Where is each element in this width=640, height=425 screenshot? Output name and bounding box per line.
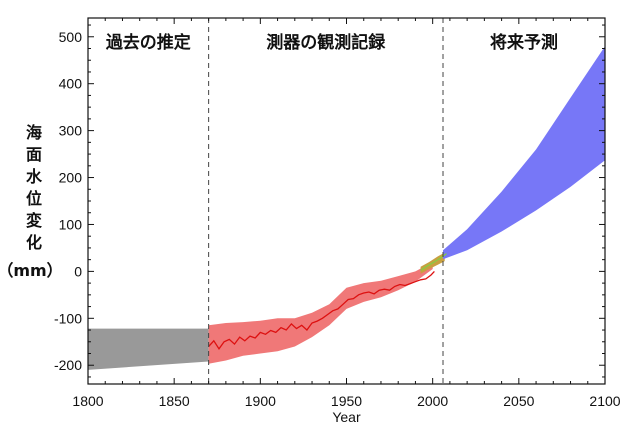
y-tick-label: -200: [54, 357, 82, 373]
period-dividers: [208, 18, 444, 384]
y-label-char: 海: [26, 123, 42, 142]
period-labels: 過去の推定 測器の観測記録 将来予測: [106, 32, 558, 53]
y-label-char: 化: [26, 233, 42, 252]
y-label-char: （mm）: [0, 261, 63, 280]
y-tick-label: 100: [59, 216, 83, 232]
x-axis-label: Year: [332, 409, 361, 425]
x-tick-label: 1900: [245, 393, 276, 409]
x-tick-label: 2100: [589, 393, 620, 409]
y-tick-label: 500: [59, 29, 83, 45]
period-label-1: 測器の観測記録: [266, 32, 386, 53]
band-5: [443, 46, 605, 260]
band-0: [88, 328, 209, 370]
x-tick-label: 2050: [503, 393, 534, 409]
period-label-0: 過去の推定: [106, 32, 191, 53]
y-label-char: 位: [26, 189, 42, 208]
y-label-char: 面: [26, 145, 42, 164]
y-tick-label: -100: [54, 310, 82, 326]
band-1: [208, 262, 433, 364]
x-tick-label: 2000: [417, 393, 448, 409]
y-tick-label: 300: [59, 123, 83, 139]
data-bands: [88, 46, 605, 370]
y-tick-label: 400: [59, 76, 83, 92]
y-label-char: 水: [26, 167, 43, 186]
period-label-2: 将来予測: [490, 32, 558, 53]
x-tick-label: 1850: [159, 393, 190, 409]
y-axis-ticks: -200 -100 0 100 200 300 400 500: [54, 24, 605, 378]
y-label-char: 変: [26, 211, 42, 230]
y-tick-label: 200: [59, 170, 83, 186]
x-tick-label: 1950: [331, 393, 362, 409]
x-tick-label: 1800: [72, 393, 103, 409]
y-tick-label: 0: [74, 263, 82, 279]
x-axis-ticks: 1800 1850 1900 1950 2000 2050 2100: [72, 18, 621, 409]
line-2: [208, 270, 435, 350]
